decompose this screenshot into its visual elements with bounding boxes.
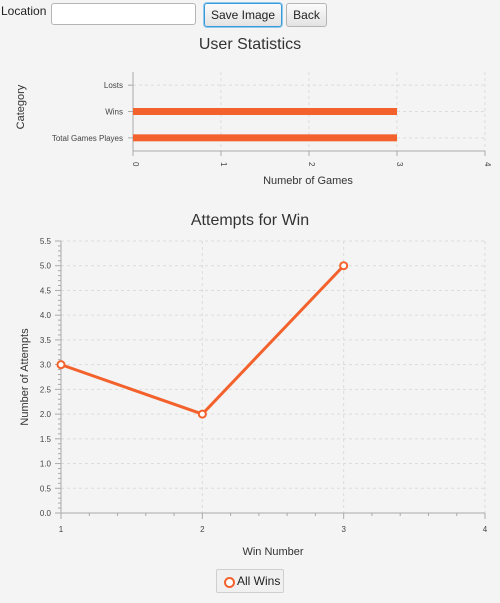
bar-x-tick-label: 4 xyxy=(483,162,492,167)
line-y-tick-label: 1.5 xyxy=(40,435,52,444)
bar-category-label: Wins xyxy=(105,108,123,117)
line-y-tick-label: 2.0 xyxy=(40,410,52,419)
legend-label: All Wins xyxy=(237,574,281,588)
toolbar: Location Save Image Back xyxy=(0,0,500,30)
line-x-tick-label: 4 xyxy=(483,525,488,534)
location-input[interactable] xyxy=(51,3,196,25)
bar-x-tick-label: 1 xyxy=(219,162,228,167)
bar-x-tick-label: 3 xyxy=(395,162,404,167)
line-y-tick-label: 5.0 xyxy=(40,262,52,271)
bar-category-label: Losts xyxy=(104,81,123,90)
line-y-tick-label: 0.0 xyxy=(40,509,52,518)
line-y-tick-label: 0.5 xyxy=(40,484,52,493)
data-point xyxy=(339,261,349,271)
attempts-for-win-chart: Attempts for Win Number of Attempts Win … xyxy=(19,212,488,558)
save-image-button[interactable]: Save Image xyxy=(204,3,282,27)
line-y-tick-label: 1.0 xyxy=(40,460,52,469)
data-point xyxy=(197,409,207,419)
line-chart-x-axis-label: Win Number xyxy=(242,546,303,558)
bar-category-label: Total Games Playes xyxy=(52,134,123,143)
legend-symbol-icon xyxy=(224,577,235,588)
bar-x-tick-label: 2 xyxy=(307,162,316,167)
line-chart-y-axis-label: Number of Attempts xyxy=(19,328,31,426)
line-chart-title: Attempts for Win xyxy=(191,212,309,229)
bar-x-tick-label: 0 xyxy=(131,162,140,167)
bar-chart-y-axis-label: Category xyxy=(15,84,27,129)
bar-mark xyxy=(133,108,397,115)
line-x-tick-label: 3 xyxy=(341,525,346,534)
line-y-tick-label: 5.5 xyxy=(40,237,52,246)
line-y-tick-label: 3.5 xyxy=(40,336,52,345)
back-button[interactable]: Back xyxy=(286,3,327,27)
bar-mark xyxy=(133,134,397,142)
line-y-tick-label: 2.5 xyxy=(40,385,52,394)
line-chart-legend: All Wins xyxy=(216,569,284,593)
line-y-tick-label: 4.5 xyxy=(40,286,52,295)
bar-chart-title: User Statistics xyxy=(199,36,301,53)
data-point xyxy=(56,360,66,370)
user-statistics-chart: User Statistics Category Numebr of Games… xyxy=(15,36,492,187)
line-y-tick-label: 4.0 xyxy=(40,311,52,320)
line-x-tick-label: 1 xyxy=(59,525,64,534)
line-y-tick-label: 3.0 xyxy=(40,361,52,370)
line-x-tick-label: 2 xyxy=(200,525,205,534)
location-label: Location xyxy=(1,4,47,18)
bar-chart-x-axis-label: Numebr of Games xyxy=(263,175,353,187)
